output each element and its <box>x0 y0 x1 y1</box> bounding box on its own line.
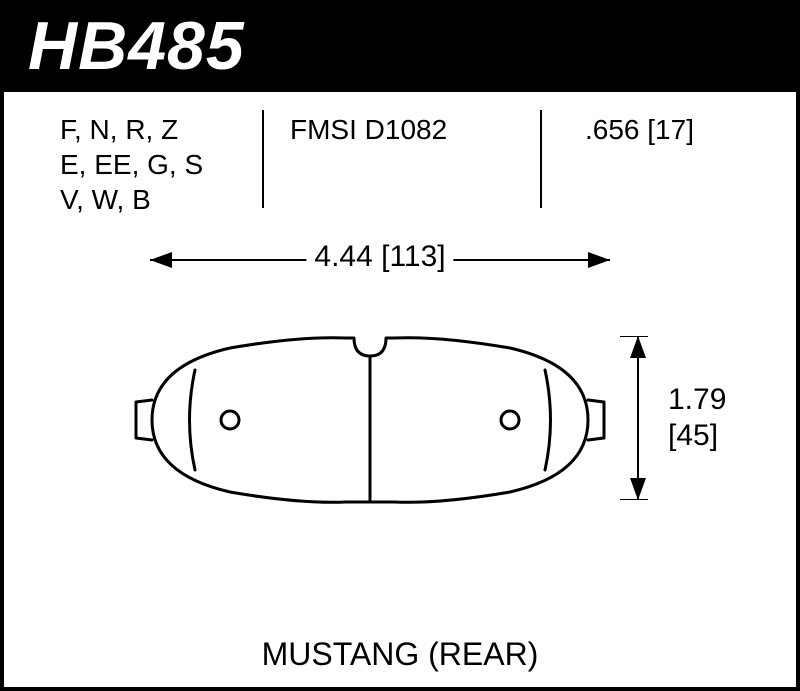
height-inches: 1.79 <box>668 382 726 418</box>
vehicle-label: MUSTANG (REAR) <box>262 636 539 673</box>
info-row: F, N, R, Z E, EE, G, S V, W, B FMSI D108… <box>0 112 800 212</box>
height-label: 1.79 [45] <box>668 382 726 454</box>
compound-line-2: E, EE, G, S <box>60 147 260 182</box>
part-number: HB485 <box>28 7 245 85</box>
width-dimension: 4.44 [113] <box>150 250 610 290</box>
thickness-inches: .656 <box>585 114 640 145</box>
compound-codes: F, N, R, Z E, EE, G, S V, W, B <box>60 112 260 217</box>
brake-pad-drawing <box>110 300 630 540</box>
divider-line-2 <box>540 110 542 208</box>
width-inches: 4.44 <box>314 240 372 273</box>
height-dimension: 1.79 [45] <box>620 336 740 500</box>
height-mm: [45] <box>668 418 726 454</box>
compound-line-3: V, W, B <box>60 182 260 217</box>
thickness-spec: .656 [17] <box>585 112 745 147</box>
fmsi-code: FMSI D1082 <box>290 112 510 147</box>
divider-line-1 <box>262 110 264 208</box>
width-mm: [113] <box>381 240 446 273</box>
compound-line-1: F, N, R, Z <box>60 112 260 147</box>
width-label: 4.44 [113] <box>306 240 453 274</box>
header-bar: HB485 <box>0 0 800 92</box>
thickness-mm: [17] <box>647 114 694 145</box>
